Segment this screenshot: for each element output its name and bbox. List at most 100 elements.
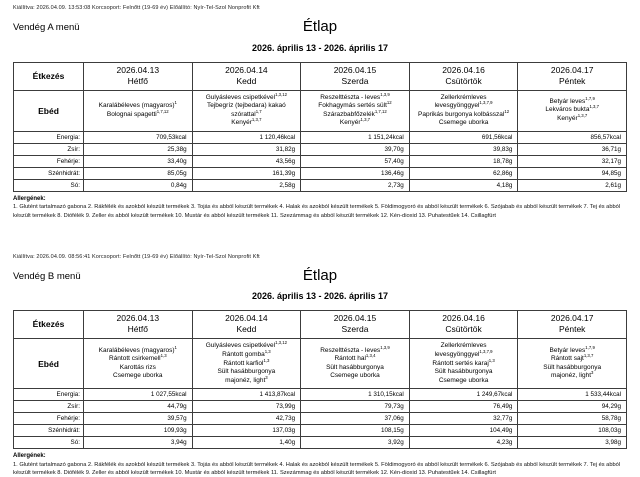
nutrition-value: 3,94g (83, 436, 193, 450)
day-column-header: 2026.04.15 Szerda (300, 310, 410, 340)
day-menu-cell: Reszelttészta - leves1,3,9 Fokhagymás ser… (300, 89, 410, 132)
nutrition-value: 37,06g (300, 412, 410, 426)
header-date: 2026.04.14 (225, 313, 268, 324)
allergen-superscript: 1,7,12 (156, 108, 169, 114)
nutrition-value: 58,78g (517, 412, 627, 426)
nutrition-label: Szénhidrát: (13, 166, 84, 180)
header-date: 2026.04.17 (550, 313, 594, 324)
nutrition-value: 137,03g (191, 424, 302, 438)
dish-name: Tejbegríz (tejbedara) kakaó szórattal1,7 (207, 102, 286, 118)
nutrition-row: Zsír: 44,79g 73,99g 79,73g 76,49g 94,29g (13, 400, 627, 414)
issue-meta-line: Kiállítva: 2026.04.09. 08:56:41 Korcsopo… (13, 253, 260, 260)
day-menu-cell: Karalábéleves (magyaros)1 Rántott csirkem… (83, 338, 193, 390)
page-title: Étlap (302, 266, 338, 284)
nutrition-value: 39,70g (300, 142, 410, 156)
nutrition-label: Szénhidrát: (13, 424, 84, 438)
allergen-superscript: 12 (504, 108, 510, 114)
dish-name: Reszelttészta - leves1,3,9 (320, 91, 390, 101)
nutrition-value: 62,86g (408, 166, 519, 180)
allergen-superscript: 1,7,12 (374, 108, 387, 114)
allergen-superscript: 1,3,7,9 (479, 100, 493, 106)
header-day: Péntek (558, 324, 586, 335)
header-date: 2026.04.17 (550, 64, 594, 75)
day-column-header: 2026.04.16 Csütörtök (408, 61, 519, 91)
header-day: Kedd (236, 75, 257, 86)
nutrition-value: 3,98g (517, 436, 627, 450)
nutrition-value: 2,73g (300, 178, 410, 192)
allergen-superscript: 1,3,7 (360, 117, 371, 123)
dish-name: Sült hasábburgonya (543, 363, 602, 371)
nutrition-value: 44,79g (83, 400, 193, 414)
dish-name: Lekváros bukta1,3,7 (545, 104, 600, 114)
allergen-superscript: 1,3,4 (365, 353, 376, 359)
nutrition-value: 2,58g (191, 178, 302, 192)
dish-name: Csemege uborka (438, 376, 489, 384)
allergen-superscript: 1,3,12 (275, 340, 288, 346)
header-day: Kedd (236, 324, 257, 335)
nutrition-value: 709,53kcal (83, 130, 193, 144)
issue-meta-line: Kiállítva: 2026.04.09. 13:53:08 Korcsopo… (13, 5, 260, 11)
nutrition-row: Fehérje: 39,57g 42,73g 37,06g 32,77g 58,78g (13, 412, 627, 426)
dish-name: Szárazbabfőzelék1,7,12 (323, 108, 387, 118)
dish-name: Csemege uborka (330, 372, 380, 380)
day-menu-cell: Reszelttészta - leves1,3,9 Rántott hal1,3… (300, 338, 410, 390)
allergen-superscript: 3 (591, 370, 594, 376)
nutrition-row: Energia: 709,53kcal 1 120,46kcal 1 151,24kc… (13, 130, 627, 144)
page-title: Étlap (302, 18, 338, 35)
day-menu-cell: Zellerkrémleves levesgyönggyel1,3,7,9 Rán… (408, 338, 519, 390)
dish-name: Rántott karfiol1,3 (223, 357, 270, 367)
dish-name: Gulyásleves csipetkével1,3,12 (205, 340, 288, 350)
allergens-section: Allergének: 1. Glutént tartalmazó gabona… (13, 195, 627, 220)
page-header: Vendég A menü Étlap 2026. április 13 - 2… (13, 18, 627, 53)
menu-name: Vendég A menü (13, 22, 80, 33)
day-column-header: 2026.04.13 Hétfő (83, 61, 193, 91)
dish-name: Rántott hal1,3,4 (334, 353, 376, 363)
nutrition-value: 32,77g (408, 412, 519, 426)
allergens-text: 1. Glutént tartalmazó gabona 2. Rákfélék… (13, 204, 621, 219)
allergen-superscript: 12 (386, 100, 392, 106)
day-column-header: 2026.04.17 Péntek (517, 61, 627, 91)
nutrition-label: Fehérje: (13, 154, 84, 168)
dish-name: Sült hasábburgonya (326, 363, 384, 371)
meal-row: Ebéd Karalábéleves (magyaros)1 Bolognai sp… (13, 89, 627, 132)
nutrition-label: Energia: (13, 130, 84, 144)
nutrition-label: Só: (13, 436, 84, 450)
meal-label: Ebéd (13, 89, 84, 132)
menu-table-a: Étkezés 2026.04.13 Hétfő 2026.04.14 Kedd 2026… (13, 61, 627, 192)
dish-name: majonéz, light3 (550, 370, 594, 380)
nutrition-row: Zsír: 25,38g 31,82g 39,70g 39,83g 36,71g (13, 142, 627, 156)
nutrition-value: 57,40g (300, 154, 410, 168)
nutrition-value: 32,17g (517, 154, 627, 168)
allergen-superscript: 1,3,7 (583, 353, 594, 359)
nutrition-row: Szénhidrát: 109,93g 137,03g 108,15g 104,49g 1… (13, 424, 627, 438)
dish-name: Fokhagymás sertés sült12 (318, 100, 392, 110)
header-day: Péntek (558, 75, 586, 86)
header-day: Hétfő (127, 324, 148, 335)
dish-name: Kenyér1,3,7 (557, 112, 588, 123)
dish-name: Gulyásleves csipetkével1,3,12 (205, 91, 288, 101)
meal-column-header: Étkezés (13, 310, 84, 340)
nutrition-value: 136,46g (300, 166, 410, 180)
nutrition-value: 108,03g (517, 424, 627, 438)
header-date: 2026.04.16 (442, 64, 485, 75)
menu-name: Vendég B menü (13, 270, 81, 282)
nutrition-value: 1 027,55kcal (83, 388, 193, 402)
nutrition-label: Zsír: (13, 400, 84, 414)
allergen-superscript: 1,3,9 (380, 91, 390, 97)
day-menu-cell: Karalábéleves (magyaros)1 Bolognai spaget… (83, 89, 193, 132)
nutrition-value: 1 413,87kcal (191, 388, 302, 402)
day-menu-cell: Betyár leves1,7,9 Rántott sajt1,3,7 Sült h… (517, 338, 627, 390)
allergens-heading: Allergének: (13, 453, 46, 460)
dish-name: Kenyér1,3,7 (339, 117, 371, 127)
header-day: Csütörtök (445, 75, 482, 86)
date-range: 2026. április 13 - 2026. április 17 (251, 42, 389, 53)
nutrition-value: 1 249,67kcal (408, 388, 519, 402)
header-date: 2026.04.13 (116, 313, 160, 324)
allergen-superscript: 1,3,7 (251, 117, 262, 123)
header-date: 2026.04.14 (225, 64, 268, 75)
nutrition-value: 3,92g (300, 436, 410, 450)
allergen-superscript: 3 (265, 374, 268, 380)
table-header-row: Étkezés 2026.04.13 Hétfő 2026.04.14 Kedd 2026… (13, 310, 627, 340)
day-menu-cell: Zellerkrémleves levesgyönggyel1,3,7,9 Pap… (408, 89, 519, 132)
day-menu-cell: Gulyásleves csipetkével1,3,12 Rántott gom… (191, 338, 302, 390)
